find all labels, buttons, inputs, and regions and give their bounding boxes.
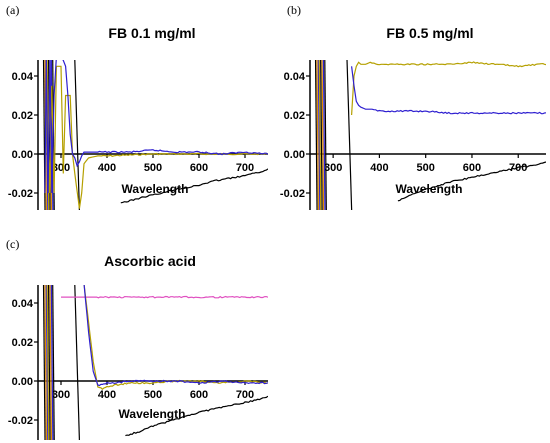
y-tick-label: 0.04 [284, 71, 306, 83]
panel-a-title: FB 0.1 mg/ml [108, 25, 195, 41]
series-line-black [397, 161, 546, 202]
panel-b-series [314, 60, 546, 210]
saturated-trace [42, 285, 46, 440]
series-line-blue [83, 285, 268, 387]
saturated-trace [52, 285, 55, 440]
saturated-trace [317, 60, 321, 210]
saturated-trace [47, 285, 51, 440]
y-tick-label: 0.00 [12, 149, 33, 161]
x-tick-label: 400 [370, 162, 388, 174]
saturated-trace [49, 285, 53, 440]
saturated-trace [324, 60, 327, 210]
panel-a-xlabel: Wavelength [122, 182, 189, 196]
panel-a: (a) FB 0.1 mg/ml 0.04 0.02 0.00 -0.02 300 400… [6, 3, 268, 210]
saturated-trace [322, 60, 326, 210]
saturated-trace [320, 60, 323, 210]
saturated-trace [50, 285, 54, 440]
saturated-trace [46, 285, 50, 440]
saturated-trace [318, 60, 322, 210]
x-tick-label: 300 [52, 162, 70, 174]
x-tick-label: 700 [236, 389, 254, 401]
panel-c-letter: (c) [6, 237, 19, 251]
series-line-yellow [44, 65, 268, 209]
y-tick-label: -0.02 [280, 188, 305, 200]
panel-b-title: FB 0.5 mg/ml [386, 25, 473, 41]
saturated-trace [316, 60, 320, 210]
panel-c-xlabel: Wavelength [119, 407, 186, 421]
transition-trace [74, 285, 80, 440]
x-tick-label: 600 [463, 162, 481, 174]
x-tick-label: 500 [144, 389, 162, 401]
y-tick-label: 0.04 [12, 298, 34, 310]
x-tick-label: 300 [52, 389, 70, 401]
series-line-yellow [83, 285, 268, 390]
y-tick-label: -0.02 [8, 188, 33, 200]
series-line-blue [44, 60, 268, 194]
y-tick-label: 0.00 [284, 149, 305, 161]
panel-b: (b) FB 0.5 mg/ml 0.04 0.02 0.00 -0.02 300 400… [280, 3, 546, 210]
y-tick-label: 0.00 [12, 376, 33, 388]
series-line-blue [351, 66, 546, 115]
x-tick-label: 500 [144, 162, 162, 174]
panel-b-xlabel: Wavelength [396, 182, 463, 196]
y-tick-label: 0.04 [12, 71, 34, 83]
series-line-black [125, 395, 268, 437]
series-line-black [120, 168, 268, 204]
series-line-pink [61, 295, 268, 299]
x-tick-label: 400 [98, 389, 116, 401]
panel-c-axes: 0.04 0.02 0.00 -0.02 300 400 500 600 700 [8, 285, 268, 440]
x-tick-label: 700 [509, 162, 527, 174]
series-line-yellow [351, 61, 546, 116]
saturated-trace [314, 60, 318, 210]
saturated-trace [44, 285, 47, 440]
y-tick-label: 0.02 [12, 110, 33, 122]
panel-c-title: Ascorbic acid [104, 253, 196, 269]
saturated-trace [45, 285, 49, 440]
x-tick-label: 500 [417, 162, 435, 174]
panel-b-letter: (b) [287, 3, 301, 17]
y-tick-label: -0.02 [8, 415, 33, 427]
panel-a-axes: 0.04 0.02 0.00 -0.02 300 400 500 600 700 [8, 60, 268, 210]
panel-a-letter: (a) [6, 3, 19, 17]
transition-trace [346, 60, 353, 210]
x-tick-label: 700 [236, 162, 254, 174]
y-tick-label: 0.02 [284, 110, 305, 122]
x-tick-label: 400 [98, 162, 116, 174]
x-tick-label: 600 [190, 389, 208, 401]
panel-c-series [42, 285, 268, 440]
transition-trace [74, 60, 80, 210]
panel-a-series [42, 60, 268, 210]
panel-c: (c) Ascorbic acid 0.04 0.02 0.00 -0.02 300 40… [6, 237, 268, 440]
saturated-trace [321, 60, 325, 210]
x-tick-label: 600 [190, 162, 208, 174]
y-tick-label: 0.02 [12, 337, 33, 349]
x-tick-label: 300 [324, 162, 342, 174]
saturated-trace [50, 60, 54, 210]
